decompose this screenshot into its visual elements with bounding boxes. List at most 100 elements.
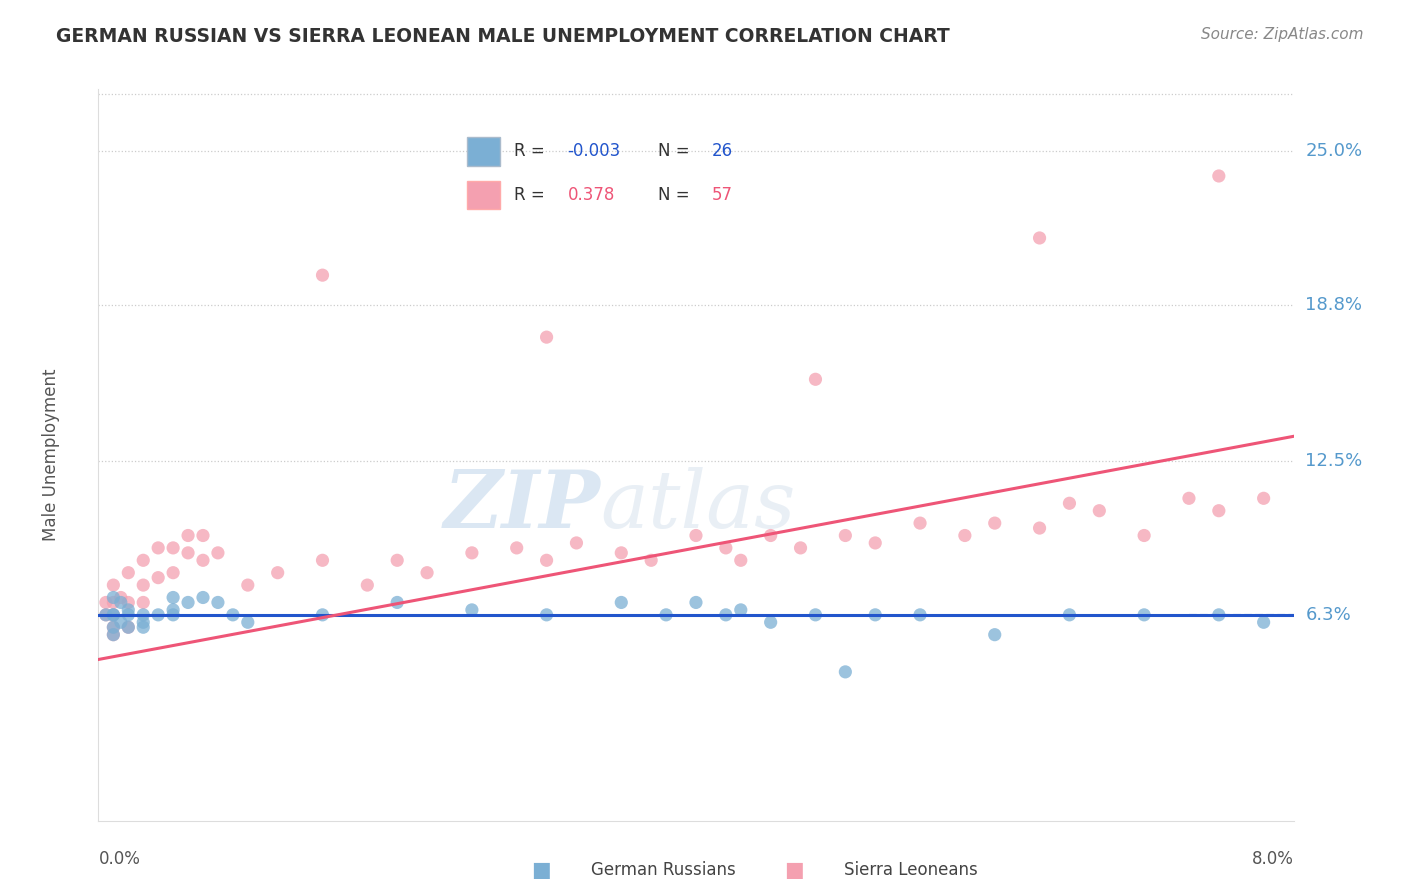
Point (191, 528, 214, 542)
Point (834, 528, 856, 542)
Point (1059, 607, 1081, 622)
Point (610, 546, 633, 560)
Point (685, 595, 707, 609)
Text: 26: 26 (711, 143, 733, 161)
Point (94, 607, 117, 622)
Point (162, 591, 184, 605)
Text: ■: ■ (785, 860, 804, 880)
Point (103, 595, 125, 609)
Point (117, 595, 139, 609)
Point (132, 607, 155, 622)
Point (207, 595, 229, 609)
Point (908, 516, 931, 530)
Point (162, 566, 184, 580)
Text: 6.3%: 6.3% (1305, 606, 1351, 624)
Point (685, 528, 707, 542)
Text: 0.0%: 0.0% (98, 850, 141, 868)
Point (536, 607, 558, 622)
Point (103, 607, 125, 622)
Point (730, 553, 752, 567)
Text: Sierra Leoneans: Sierra Leoneans (844, 861, 977, 879)
Point (863, 536, 886, 550)
Point (148, 571, 170, 585)
Point (983, 516, 1005, 530)
Bar (467, 137, 501, 166)
Point (1088, 504, 1111, 518)
Point (385, 595, 409, 609)
Point (1178, 491, 1201, 506)
Point (536, 553, 558, 567)
Point (356, 578, 378, 592)
Point (222, 607, 245, 622)
Point (908, 607, 931, 622)
Text: 8.0%: 8.0% (1251, 850, 1294, 868)
Point (117, 607, 139, 622)
Point (1208, 504, 1230, 518)
Point (1208, 169, 1230, 183)
Point (953, 528, 976, 542)
Point (117, 620, 139, 634)
Point (103, 607, 125, 622)
Text: 25.0%: 25.0% (1305, 142, 1362, 161)
Point (236, 615, 259, 630)
Point (789, 541, 811, 555)
Point (117, 566, 139, 580)
Point (863, 607, 886, 622)
Point (759, 528, 782, 542)
Point (117, 620, 139, 634)
Point (804, 607, 827, 622)
Point (834, 665, 856, 679)
Point (110, 595, 132, 609)
Text: 57: 57 (711, 186, 733, 204)
Point (730, 603, 752, 617)
Point (311, 268, 333, 282)
Point (311, 553, 333, 567)
Point (162, 541, 184, 555)
Point (207, 546, 229, 560)
Text: 18.8%: 18.8% (1305, 296, 1362, 314)
Bar (467, 181, 501, 210)
Text: ■: ■ (531, 860, 551, 880)
Point (177, 528, 200, 542)
Point (103, 628, 125, 642)
Point (191, 591, 214, 605)
Point (610, 595, 633, 609)
Text: R =: R = (513, 186, 550, 204)
Point (759, 615, 782, 630)
Text: Male Unemployment: Male Unemployment (42, 368, 59, 541)
Point (236, 578, 259, 592)
Point (103, 578, 125, 592)
Point (94, 595, 117, 609)
Point (311, 607, 333, 622)
Text: N =: N = (658, 186, 695, 204)
Text: ZIP: ZIP (443, 467, 600, 545)
Point (132, 620, 155, 634)
Point (983, 628, 1005, 642)
Point (506, 541, 529, 555)
Point (1253, 615, 1275, 630)
Text: German Russians: German Russians (591, 861, 735, 879)
Point (132, 578, 155, 592)
Point (1208, 607, 1230, 622)
Point (148, 607, 170, 622)
Point (1028, 521, 1050, 535)
Point (191, 553, 214, 567)
Point (1133, 528, 1156, 542)
Point (103, 620, 125, 634)
Point (267, 566, 290, 580)
Text: R =: R = (513, 143, 550, 161)
Point (655, 607, 678, 622)
Point (714, 541, 737, 555)
Point (132, 553, 155, 567)
Point (103, 607, 125, 622)
Point (148, 541, 170, 555)
Text: N =: N = (658, 143, 695, 161)
Point (536, 330, 558, 344)
Point (103, 620, 125, 634)
Point (132, 595, 155, 609)
Text: GERMAN RUSSIAN VS SIERRA LEONEAN MALE UNEMPLOYMENT CORRELATION CHART: GERMAN RUSSIAN VS SIERRA LEONEAN MALE UN… (56, 27, 950, 45)
Point (1059, 496, 1081, 510)
Point (162, 607, 184, 622)
Text: 0.378: 0.378 (568, 186, 614, 204)
Point (177, 595, 200, 609)
